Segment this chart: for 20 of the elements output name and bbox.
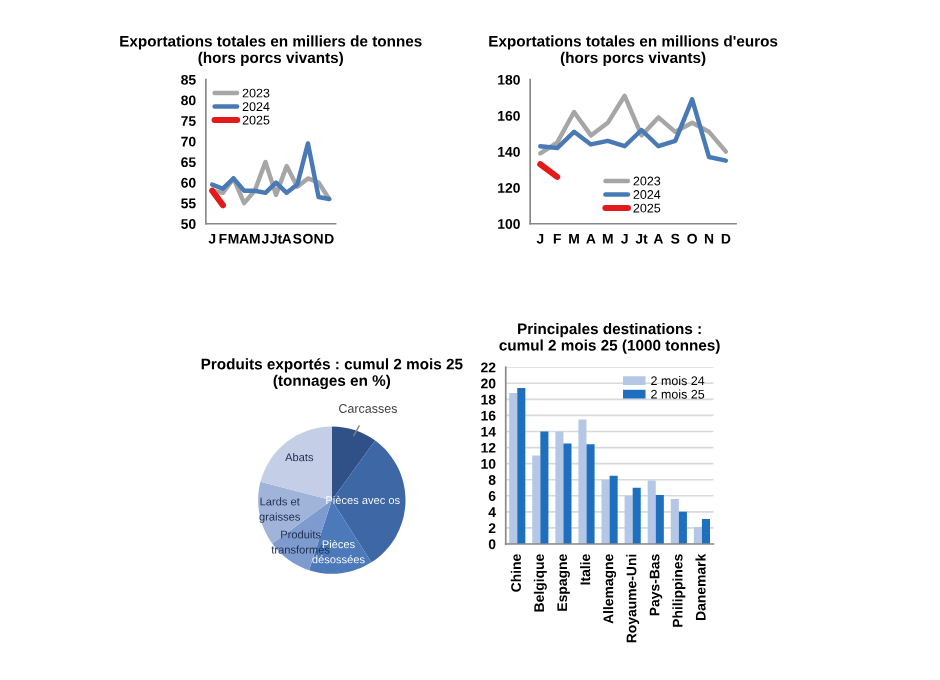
bar — [693, 527, 702, 544]
bar — [701, 519, 710, 544]
bar — [532, 455, 541, 544]
bar — [601, 479, 610, 544]
bar — [632, 487, 641, 544]
bar — [586, 444, 595, 544]
bar — [509, 392, 518, 544]
bar — [563, 443, 572, 544]
line-series — [210, 141, 332, 202]
bar — [609, 475, 618, 544]
bar — [517, 388, 526, 544]
bar — [540, 431, 549, 544]
bar — [555, 431, 564, 544]
bar — [647, 480, 656, 544]
bar — [624, 495, 633, 544]
bar — [578, 419, 587, 544]
bar — [655, 494, 664, 544]
line-series — [210, 159, 332, 206]
bar — [678, 511, 687, 544]
bar — [670, 499, 679, 544]
